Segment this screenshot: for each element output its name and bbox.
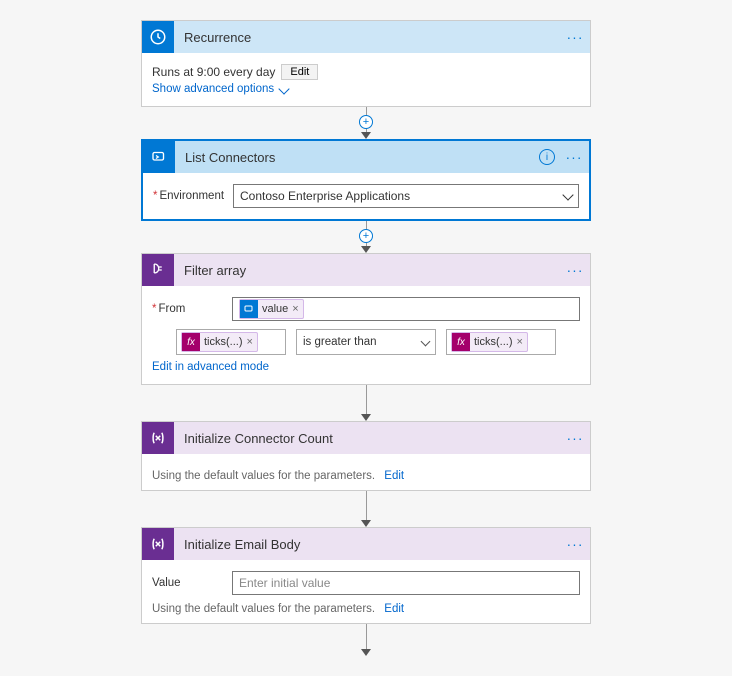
recurrence-menu-button[interactable]: ··· [560,29,590,45]
environment-select[interactable]: Contoso Enterprise Applications [233,184,579,208]
value-label: Value [152,577,232,589]
defaults-text: Using the default values for the paramet… [152,603,375,615]
runs-at-text: Runs at 9:00 every day [152,65,275,79]
list-connectors-body: Environment Contoso Enterprise Applicati… [143,173,589,219]
from-input[interactable]: value × [232,297,580,321]
from-label: From [152,303,232,315]
filter-icon [142,254,174,286]
operator-select[interactable]: is greater than [296,329,436,355]
connector-arrow [361,624,371,656]
connector-arrow: + [361,107,371,139]
right-operand-input[interactable]: fx ticks(...) × [446,329,556,355]
list-connectors-menu-button[interactable]: ··· [559,149,589,165]
init-count-header[interactable]: Initialize Connector Count ··· [142,422,590,454]
ticks-token[interactable]: fx ticks(...) × [181,332,258,352]
filter-array-body: From value × fx ticks(...) × [142,286,590,384]
recurrence-body: Runs at 9:00 every day Edit Show advance… [142,53,590,106]
init-email-menu-button[interactable]: ··· [560,536,590,552]
variable-icon [142,422,174,454]
chevron-down-icon [562,189,573,200]
init-count-card: Initialize Connector Count ··· Using the… [141,421,591,491]
ticks-token[interactable]: fx ticks(...) × [451,332,528,352]
init-email-edit-link[interactable]: Edit [384,603,404,615]
init-count-body: Using the default values for the paramet… [142,454,590,490]
list-connectors-header[interactable]: List Connectors i ··· [143,141,589,173]
init-email-card: Initialize Email Body ··· Value Enter in… [141,527,591,624]
init-email-header[interactable]: Initialize Email Body ··· [142,528,590,560]
dynamic-content-icon [240,300,258,318]
connector-arrow [361,491,371,527]
show-advanced-link[interactable]: Show advanced options [152,83,274,95]
runs-at-edit-button[interactable]: Edit [281,64,318,80]
filter-array-menu-button[interactable]: ··· [560,262,590,278]
value-token[interactable]: value × [239,299,304,319]
info-icon[interactable]: i [539,149,555,165]
chevron-down-icon [278,83,289,94]
init-count-edit-link[interactable]: Edit [384,470,404,482]
filter-array-header[interactable]: Filter array ··· [142,254,590,286]
init-email-title: Initialize Email Body [174,537,560,552]
recurrence-title: Recurrence [174,30,560,45]
init-email-body: Value Enter initial value Using the defa… [142,560,590,623]
init-count-title: Initialize Connector Count [174,431,560,446]
powerapps-icon [143,141,175,173]
recurrence-card: Recurrence ··· Runs at 9:00 every day Ed… [141,20,591,107]
fx-icon: fx [182,333,200,351]
add-step-button[interactable]: + [359,115,373,129]
chevron-down-icon [421,336,431,346]
list-connectors-title: List Connectors [175,150,539,165]
remove-token-icon[interactable]: × [247,336,253,348]
clock-icon [142,21,174,53]
list-connectors-card: List Connectors i ··· Environment Contos… [141,139,591,221]
filter-array-title: Filter array [174,263,560,278]
value-input[interactable]: Enter initial value [232,571,580,595]
connector-arrow: + [361,221,371,253]
remove-token-icon[interactable]: × [517,336,523,348]
init-count-menu-button[interactable]: ··· [560,430,590,446]
recurrence-header[interactable]: Recurrence ··· [142,21,590,53]
edit-advanced-link[interactable]: Edit in advanced mode [152,361,269,373]
defaults-text: Using the default values for the paramet… [152,470,375,482]
environment-value: Contoso Enterprise Applications [240,189,410,203]
add-step-button[interactable]: + [359,229,373,243]
fx-icon: fx [452,333,470,351]
variable-icon [142,528,174,560]
left-operand-input[interactable]: fx ticks(...) × [176,329,286,355]
connector-arrow [361,385,371,421]
remove-token-icon[interactable]: × [292,303,298,315]
environment-label: Environment [153,190,233,202]
filter-array-card: Filter array ··· From value × fx ticks(.… [141,253,591,385]
